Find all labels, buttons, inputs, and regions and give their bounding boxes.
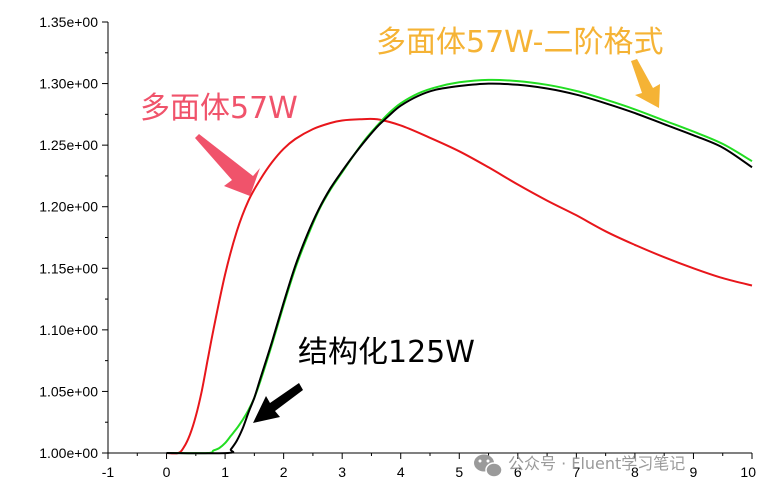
y-tick-label: 1.00e+00 [39, 445, 98, 461]
x-tick-label: 8 [631, 464, 639, 480]
y-tick-label: 1.05e+00 [39, 383, 98, 399]
x-tick-label: 10 [740, 464, 756, 480]
x-tick-label: 2 [280, 464, 288, 480]
annotation-structured-125w: 结构化125W [298, 335, 475, 370]
annotation-polyhedral-57w: 多面体57W [140, 91, 298, 126]
x-tick-label: 5 [455, 464, 463, 480]
y-tick-label: 1.15e+00 [39, 260, 98, 276]
y-tick-label: 1.30e+00 [39, 76, 98, 92]
series-line-structured-125w [166, 82, 753, 455]
wechat-icon [474, 454, 503, 478]
y-tick-label: 1.25e+00 [39, 137, 98, 153]
y-tick-label: 1.10e+00 [39, 322, 98, 338]
y-tick-label: 1.35e+00 [39, 14, 98, 30]
arrow-polyhedral-57w [195, 134, 260, 196]
annotation-polyhedral-57w-2nd-order: 多面体57W-二阶格式 [376, 25, 663, 60]
x-tick-label: 4 [397, 464, 405, 480]
arrow-structured-125w [253, 383, 303, 423]
x-tick-label: 0 [163, 464, 171, 480]
watermark-text: 公众号 · Fluent学习笔记 [508, 454, 685, 473]
x-tick-label: 9 [690, 464, 698, 480]
x-tick-label: -1 [102, 464, 115, 480]
series-line-polyhedral-57w [166, 117, 753, 455]
arrow-polyhedral-57w-2nd-order [631, 59, 660, 108]
y-tick-label: 1.20e+00 [39, 199, 98, 215]
y-ticks: 1.00e+00 1.05e+00 1.10e+00 1.15e+00 1.20e+00… [39, 14, 108, 461]
x-tick-label: 3 [338, 464, 346, 480]
series-layer [166, 78, 753, 455]
x-tick-label: 1 [221, 464, 229, 480]
x-tick-label: 7 [572, 464, 580, 480]
x-ticks: -1 0 1 2 3 4 5 6 7 8 9 10 [102, 453, 756, 480]
x-tick-label: 6 [514, 464, 522, 480]
